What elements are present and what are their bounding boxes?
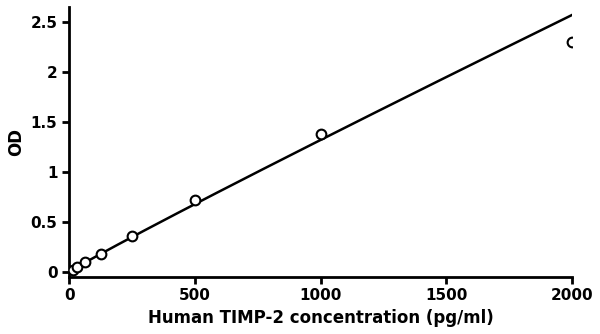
Y-axis label: OD: OD: [7, 128, 25, 156]
X-axis label: Human TIMP-2 concentration (pg/ml): Human TIMP-2 concentration (pg/ml): [148, 309, 493, 327]
